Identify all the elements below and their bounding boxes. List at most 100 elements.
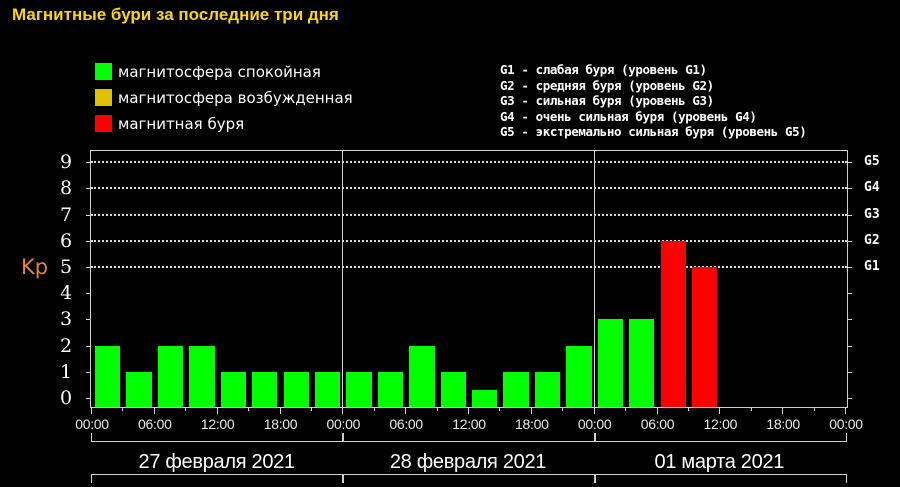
y-tick-mark bbox=[86, 267, 90, 268]
quiet-swatch-icon bbox=[95, 63, 112, 80]
y-tick-mark bbox=[86, 214, 90, 216]
y-tick-mark-right bbox=[848, 345, 852, 347]
y-axis-label: Kp bbox=[21, 255, 49, 279]
y-tick-mark bbox=[86, 162, 90, 164]
y-tick-label: 7 bbox=[59, 203, 73, 226]
x-tick-mark bbox=[279, 408, 281, 414]
day-bracket-bottom bbox=[91, 474, 345, 483]
active-swatch-icon bbox=[95, 89, 112, 106]
storm-level-g4: G4 - очень сильная буря (уровень G4) bbox=[500, 108, 757, 124]
y-tick-label: 6 bbox=[59, 229, 73, 252]
storm-level-g3: G3 - сильная буря (уровень G3) bbox=[500, 93, 714, 108]
storm-level-g5: G5 - экстремально сильная буря (уровень … bbox=[500, 124, 807, 139]
y-tick-label: 1 bbox=[59, 360, 73, 383]
y-tick-mark-right bbox=[848, 214, 852, 216]
y-tick-mark-right bbox=[848, 240, 852, 242]
kp-bar bbox=[220, 371, 247, 407]
day-label: 28 февраля 2021 bbox=[389, 451, 547, 473]
x-tick-label: 18:00 bbox=[515, 416, 549, 432]
legend-label: магнитная буря bbox=[118, 115, 245, 133]
kp-bar bbox=[503, 371, 529, 407]
x-tick-mark bbox=[499, 408, 501, 411]
kp-bar bbox=[252, 371, 278, 407]
legend-label: магнитосфера возбужденная bbox=[118, 89, 353, 107]
kp-bar bbox=[283, 371, 309, 407]
kp-bar bbox=[660, 240, 686, 407]
g-level-label: G2 bbox=[864, 232, 880, 248]
y-tick-mark-right bbox=[848, 293, 852, 295]
kp-bar bbox=[126, 371, 152, 407]
day-bracket-bottom bbox=[342, 474, 596, 483]
g-level-label: G5 bbox=[864, 154, 880, 170]
x-tick-mark bbox=[310, 408, 312, 411]
y-tick-label: 2 bbox=[59, 334, 73, 357]
y-tick-label: 3 bbox=[59, 308, 73, 331]
gridline bbox=[91, 187, 847, 190]
x-tick-mark bbox=[687, 408, 689, 411]
x-tick-mark bbox=[468, 408, 469, 414]
kp-bar bbox=[189, 345, 215, 407]
x-tick-mark bbox=[656, 408, 658, 414]
y-tick-mark-right bbox=[848, 162, 852, 164]
storm-swatch-icon bbox=[95, 115, 112, 132]
y-tick-label: 8 bbox=[59, 177, 73, 200]
x-tick-label: 00:00 bbox=[75, 416, 109, 432]
kp-bar bbox=[597, 319, 624, 407]
x-tick-mark bbox=[185, 408, 187, 411]
y-tick-mark-right bbox=[848, 188, 852, 190]
g-level-label: G4 bbox=[864, 180, 880, 196]
kp-bar bbox=[377, 371, 404, 407]
x-tick-mark bbox=[845, 408, 846, 414]
storm-level-g2: G2 - средняя буря (уровень G2) bbox=[500, 77, 714, 93]
y-tick-mark-right bbox=[848, 319, 852, 321]
y-tick-mark bbox=[86, 293, 90, 295]
storm-level-g1: G1 - слабая буря (уровень G1) bbox=[500, 62, 707, 77]
x-tick-label: 12:00 bbox=[200, 416, 235, 432]
x-tick-mark bbox=[216, 408, 218, 414]
x-tick-mark bbox=[750, 408, 752, 411]
y-tick-mark-right bbox=[848, 371, 852, 373]
y-tick-label: 9 bbox=[59, 151, 73, 174]
kp-bar bbox=[440, 371, 466, 407]
x-tick-mark bbox=[405, 408, 407, 414]
day-label: 27 февраля 2021 bbox=[138, 451, 296, 473]
x-tick-label: 00:00 bbox=[326, 416, 361, 432]
kp-bar bbox=[566, 345, 592, 407]
x-tick-mark bbox=[813, 408, 815, 411]
x-tick-mark bbox=[91, 408, 92, 414]
day-label: 01 марта 2021 bbox=[654, 451, 785, 473]
x-tick-mark bbox=[719, 408, 721, 414]
gridline bbox=[91, 266, 847, 268]
y-tick-mark-right bbox=[848, 398, 852, 399]
kp-bar bbox=[534, 371, 561, 407]
x-tick-label: 06:00 bbox=[640, 416, 675, 432]
x-tick-mark bbox=[153, 408, 155, 414]
y-tick-label: 4 bbox=[59, 282, 73, 305]
gridline bbox=[91, 239, 847, 242]
kp-bar bbox=[629, 319, 655, 407]
kp-bar bbox=[346, 371, 372, 407]
x-tick-label: 00:00 bbox=[577, 416, 612, 432]
y-tick-mark bbox=[86, 398, 90, 399]
day-bracket-top bbox=[91, 433, 345, 442]
day-bracket-bottom bbox=[593, 474, 847, 483]
kp-bar bbox=[472, 390, 498, 407]
y-tick-label: 5 bbox=[59, 256, 73, 278]
x-tick-label: 12:00 bbox=[452, 416, 486, 432]
x-tick-label: 06:00 bbox=[389, 416, 423, 432]
gridline bbox=[91, 213, 847, 216]
kp-bar bbox=[691, 267, 718, 407]
y-tick-mark bbox=[86, 240, 90, 242]
x-tick-mark bbox=[248, 408, 250, 411]
day-bracket-top bbox=[342, 433, 596, 442]
x-tick-mark bbox=[530, 408, 532, 414]
y-tick-mark bbox=[86, 319, 90, 321]
day-separator bbox=[593, 150, 595, 408]
x-tick-mark bbox=[562, 408, 564, 411]
x-tick-label: 06:00 bbox=[138, 416, 172, 432]
day-separator bbox=[342, 150, 344, 408]
y-tick-mark bbox=[86, 188, 90, 190]
x-tick-mark bbox=[122, 408, 124, 411]
kp-bar bbox=[95, 345, 121, 407]
y-tick-mark-right bbox=[848, 267, 852, 268]
